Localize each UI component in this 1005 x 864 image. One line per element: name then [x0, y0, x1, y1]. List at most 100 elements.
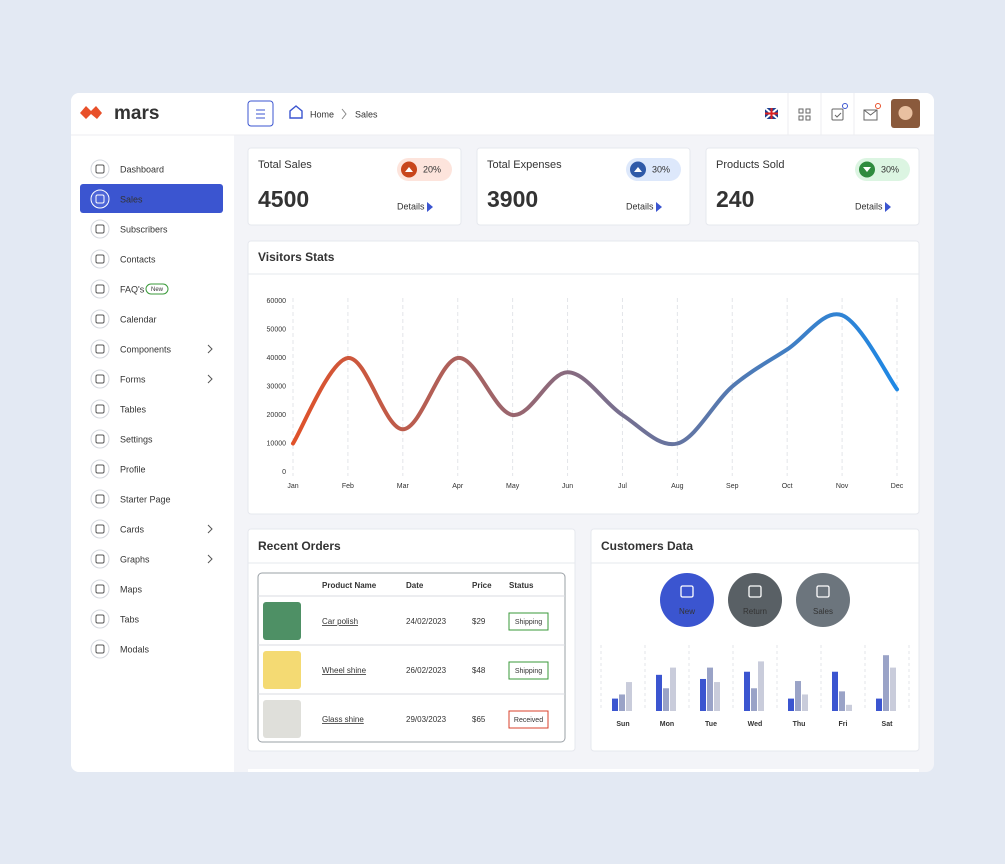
breadcrumb-item[interactable]: Home — [310, 109, 334, 119]
menu-label[interactable]: Tables — [120, 404, 147, 414]
menu-label[interactable]: Subscribers — [120, 224, 168, 234]
details-link[interactable]: Details — [397, 201, 425, 211]
x-tick-label: Wed — [748, 721, 763, 728]
order-price: $48 — [472, 666, 486, 675]
menu-icon — [90, 309, 110, 329]
x-tick-label: Aug — [671, 483, 684, 490]
menu-icon — [90, 579, 110, 599]
menu-glyph — [95, 284, 105, 294]
visitors-line — [291, 312, 899, 447]
details-arrow — [885, 202, 891, 212]
menu-glyph — [95, 344, 105, 354]
menu-icon — [90, 639, 110, 659]
menu-glyph — [95, 404, 105, 414]
menu-label[interactable]: Dashboard — [120, 164, 164, 174]
menu-glyph — [95, 374, 105, 384]
stat-change: 20% — [423, 164, 441, 174]
menu-icon — [90, 609, 110, 629]
menu-label[interactable]: Tabs — [120, 614, 140, 624]
menu-label[interactable]: Maps — [120, 584, 143, 594]
table-header: Status — [509, 581, 534, 590]
stat-value: 3900 — [487, 186, 538, 212]
x-tick-label: Jun — [562, 483, 573, 490]
menu-glyph — [95, 164, 105, 174]
menu-label[interactable]: Sales — [120, 194, 143, 204]
mail-icon[interactable] — [863, 103, 881, 121]
topbar — [234, 93, 934, 135]
bar — [744, 671, 750, 711]
customer-button[interactable] — [796, 573, 850, 627]
x-tick-label: Jan — [287, 483, 298, 490]
menu-icon — [90, 489, 110, 509]
stat-title: Total Expenses — [487, 159, 562, 171]
bar — [751, 688, 757, 711]
sidebar — [71, 93, 234, 772]
menu-label[interactable]: Settings — [120, 434, 153, 444]
x-tick-label: Sep — [726, 483, 739, 490]
order-status: Shipping — [515, 619, 542, 626]
details-arrow — [427, 202, 433, 212]
x-tick-label: Nov — [836, 483, 849, 490]
details-link[interactable]: Details — [626, 201, 654, 211]
menu-label[interactable]: Cards — [120, 524, 145, 534]
customer-button[interactable] — [728, 573, 782, 627]
y-tick-label: 40000 — [267, 355, 287, 362]
product-name[interactable]: Car polish — [322, 617, 358, 626]
y-tick-label: 20000 — [267, 412, 287, 419]
table-header: Date — [406, 581, 424, 590]
order-date: 26/02/2023 — [406, 666, 447, 675]
table-frame — [257, 572, 566, 743]
menu-label[interactable]: Contacts — [120, 254, 156, 264]
card-edge — [248, 769, 919, 772]
menu-label[interactable]: Forms — [120, 374, 146, 384]
chevron — [207, 344, 213, 354]
avatar[interactable] — [891, 99, 920, 128]
product-name[interactable]: Glass shine — [322, 715, 364, 724]
order-date: 24/02/2023 — [406, 617, 447, 626]
bar — [700, 678, 706, 711]
bar — [795, 681, 801, 711]
menu-label[interactable]: Calendar — [120, 314, 157, 324]
menu-glyph — [95, 584, 105, 594]
x-tick-label: Thu — [793, 721, 806, 728]
menu-label[interactable]: FAQ's — [120, 284, 145, 294]
flag[interactable] — [764, 107, 779, 120]
menu-label[interactable]: Profile — [120, 464, 146, 474]
customer-button[interactable] — [660, 573, 714, 627]
product-name[interactable]: Wheel shine — [322, 666, 367, 675]
stat-change: 30% — [652, 164, 670, 174]
chevron — [207, 374, 213, 384]
stat-value: 240 — [716, 186, 754, 212]
x-tick-label: Apr — [452, 483, 464, 490]
menu-icon — [90, 249, 110, 269]
details-link[interactable]: Details — [855, 201, 883, 211]
menu-glyph — [95, 194, 105, 204]
order-status: Shipping — [515, 668, 542, 675]
menu-label[interactable]: Components — [120, 344, 172, 354]
menu-label[interactable]: Starter Page — [120, 494, 171, 504]
order-price: $65 — [472, 715, 486, 724]
x-tick-label: May — [506, 483, 520, 490]
button-label: New — [679, 607, 695, 616]
menu-label[interactable]: Graphs — [120, 554, 150, 564]
bar — [883, 655, 889, 711]
menu-icon — [90, 279, 110, 299]
bar — [832, 671, 838, 711]
y-tick-label: 50000 — [267, 326, 287, 333]
button-icon — [816, 585, 830, 598]
tasks-icon[interactable] — [831, 103, 848, 121]
chevron — [207, 554, 213, 564]
bar — [663, 688, 669, 711]
table-header: Product Name — [322, 581, 377, 590]
apps-icon[interactable] — [798, 108, 811, 121]
button-icon — [680, 585, 694, 598]
order-date: 29/03/2023 — [406, 715, 447, 724]
card-title: Customers Data — [601, 539, 693, 553]
table-header: Price — [472, 581, 492, 590]
product-image — [263, 602, 301, 640]
menu-label[interactable]: Modals — [120, 644, 150, 654]
bar — [846, 704, 852, 711]
menu-glyph — [95, 644, 105, 654]
